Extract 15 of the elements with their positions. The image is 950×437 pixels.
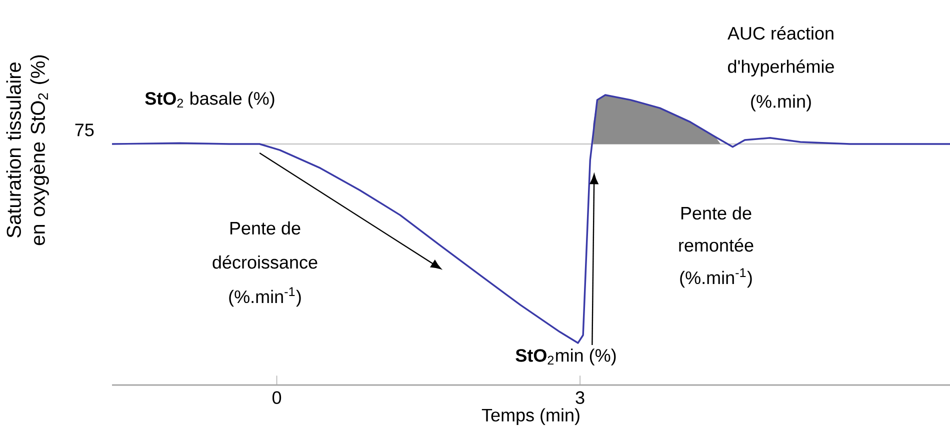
annotation: StO$_{2}$ basale (%)	[145, 92, 274, 108]
text: 75	[75, 124, 94, 136]
annotation: (%.min$^{-1}$)	[229, 287, 301, 307]
annotation: (%.min$^{-1}$)	[680, 268, 752, 288]
annotation: Pente de	[681, 206, 752, 220]
text: AUC réaction	[728, 26, 834, 40]
x-tick-label: 0	[272, 391, 282, 404]
annotation: décroissance	[212, 255, 318, 269]
annotation: (%.min)	[751, 94, 811, 112]
annotation: Pente de	[230, 221, 300, 235]
text: d'hyperhémie	[728, 60, 834, 77]
x-tick-label: 3	[576, 391, 584, 404]
annotation: remontée	[679, 238, 754, 252]
x-axis-title: Temps (min)	[482, 408, 580, 426]
annotation: StO$_{2}$min (%)	[516, 348, 616, 366]
